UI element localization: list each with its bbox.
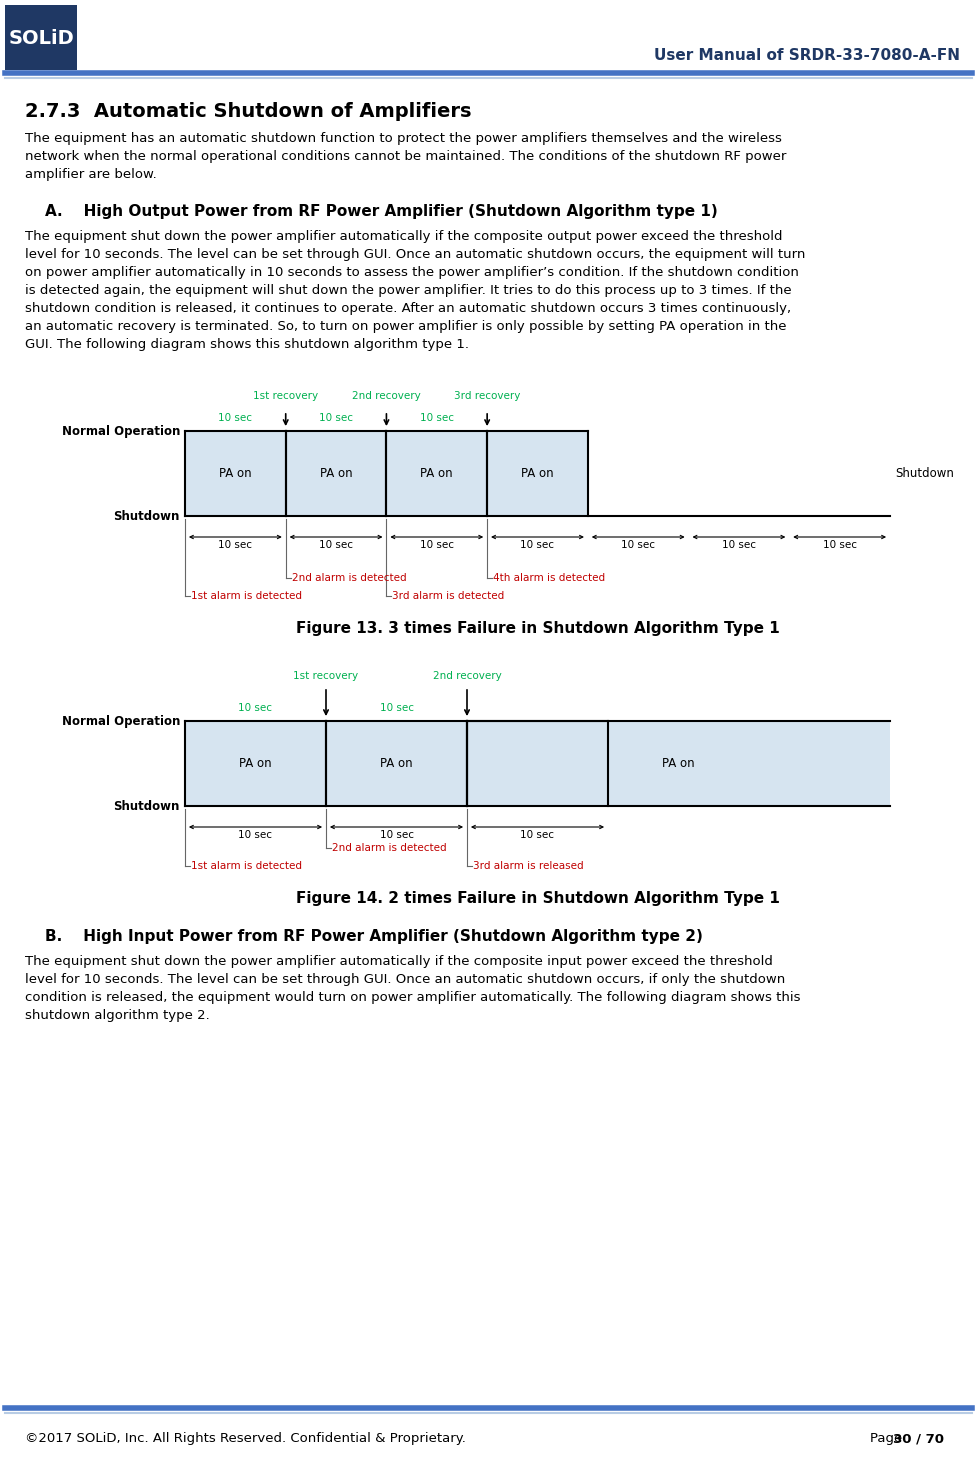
Text: level for 10 seconds. The level can be set through GUI. Once an automatic shutdo: level for 10 seconds. The level can be s… (25, 248, 805, 261)
Text: Shutdown: Shutdown (113, 799, 180, 812)
Bar (285, 432, 387, 516)
Text: 1st recovery: 1st recovery (293, 671, 359, 681)
Text: is detected again, the equipment will shut down the power amplifier. It tries to: is detected again, the equipment will sh… (25, 284, 791, 297)
Text: 10 sec: 10 sec (238, 703, 273, 713)
Text: 2nd alarm is detected: 2nd alarm is detected (292, 573, 406, 583)
Text: ©2017 SOLiD, Inc. All Rights Reserved. Confidential & Proprietary.: ©2017 SOLiD, Inc. All Rights Reserved. C… (25, 1432, 466, 1445)
Text: 10 sec: 10 sec (238, 830, 273, 840)
Text: 10 sec: 10 sec (379, 830, 413, 840)
Text: PA on: PA on (219, 467, 252, 480)
Text: 10 sec: 10 sec (420, 413, 453, 423)
Text: 3rd recovery: 3rd recovery (454, 391, 521, 401)
Text: 30 / 70: 30 / 70 (893, 1432, 944, 1445)
Bar (185, 722, 326, 806)
Text: 10 sec: 10 sec (218, 539, 252, 550)
Text: 2nd alarm is detected: 2nd alarm is detected (332, 843, 446, 853)
Bar (387, 432, 488, 516)
Text: The equipment has an automatic shutdown function to protect the power amplifiers: The equipment has an automatic shutdown … (25, 133, 782, 144)
Text: Shutdown: Shutdown (113, 509, 180, 522)
Text: 3rd alarm is detected: 3rd alarm is detected (393, 590, 505, 601)
Text: level for 10 seconds. The level can be set through GUI. Once an automatic shutdo: level for 10 seconds. The level can be s… (25, 972, 786, 986)
Bar (467, 722, 890, 806)
Bar (467, 722, 608, 806)
Text: GUI. The following diagram shows this shutdown algorithm type 1.: GUI. The following diagram shows this sh… (25, 338, 469, 351)
Text: 10 sec: 10 sec (722, 539, 756, 550)
Text: User Manual of SRDR-33-7080-A-FN: User Manual of SRDR-33-7080-A-FN (654, 48, 960, 63)
Text: 10 sec: 10 sec (379, 703, 413, 713)
Text: Shutdown: Shutdown (895, 467, 954, 480)
Text: shutdown algorithm type 2.: shutdown algorithm type 2. (25, 1009, 210, 1022)
Text: 2nd recovery: 2nd recovery (352, 391, 421, 401)
Text: 3rd alarm is released: 3rd alarm is released (473, 862, 583, 870)
Text: amplifier are below.: amplifier are below. (25, 168, 156, 181)
Text: an automatic recovery is terminated. So, to turn on power amplifier is only poss: an automatic recovery is terminated. So,… (25, 319, 786, 332)
Text: SOLiD: SOLiD (8, 29, 74, 48)
Text: B.    High Input Power from RF Power Amplifier (Shutdown Algorithm type 2): B. High Input Power from RF Power Amplif… (45, 929, 702, 943)
Text: PA on: PA on (319, 467, 353, 480)
Text: Normal Operation: Normal Operation (62, 714, 180, 728)
Text: Figure 14. 2 times Failure in Shutdown Algorithm Type 1: Figure 14. 2 times Failure in Shutdown A… (296, 891, 780, 905)
Text: 10 sec: 10 sec (823, 539, 857, 550)
Text: 2.7.3  Automatic Shutdown of Amplifiers: 2.7.3 Automatic Shutdown of Amplifiers (25, 102, 472, 121)
Text: Figure 13. 3 times Failure in Shutdown Algorithm Type 1: Figure 13. 3 times Failure in Shutdown A… (296, 621, 780, 636)
Text: PA on: PA on (380, 757, 413, 770)
Bar (488, 432, 588, 516)
Text: 10 sec: 10 sec (521, 539, 555, 550)
Text: PA on: PA on (662, 757, 695, 770)
Text: 10 sec: 10 sec (319, 413, 353, 423)
Text: PA on: PA on (420, 467, 453, 480)
Text: PA on: PA on (521, 467, 554, 480)
Text: network when the normal operational conditions cannot be maintained. The conditi: network when the normal operational cond… (25, 150, 786, 163)
Text: 1st recovery: 1st recovery (253, 391, 319, 401)
Text: PA on: PA on (239, 757, 272, 770)
Text: on power amplifier automatically in 10 seconds to assess the power amplifier’s c: on power amplifier automatically in 10 s… (25, 265, 799, 278)
Text: 10 sec: 10 sec (521, 830, 555, 840)
Text: Normal Operation: Normal Operation (62, 424, 180, 437)
Text: 10 sec: 10 sec (420, 539, 453, 550)
Text: condition is released, the equipment would turn on power amplifier automatically: condition is released, the equipment wou… (25, 991, 800, 1005)
Text: 4th alarm is detected: 4th alarm is detected (493, 573, 606, 583)
Text: 10 sec: 10 sec (218, 413, 252, 423)
Text: Page: Page (870, 1432, 907, 1445)
Text: The equipment shut down the power amplifier automatically if the composite outpu: The equipment shut down the power amplif… (25, 230, 783, 243)
Text: 1st alarm is detected: 1st alarm is detected (191, 590, 302, 601)
Text: 2nd recovery: 2nd recovery (433, 671, 501, 681)
Bar (185, 432, 285, 516)
Text: 10 sec: 10 sec (621, 539, 656, 550)
Bar (326, 722, 467, 806)
Bar (5, 4, 77, 70)
Text: A.    High Output Power from RF Power Amplifier (Shutdown Algorithm type 1): A. High Output Power from RF Power Ampli… (45, 204, 718, 219)
Text: 1st alarm is detected: 1st alarm is detected (191, 862, 302, 870)
Text: shutdown condition is released, it continues to operate. After an automatic shut: shutdown condition is released, it conti… (25, 302, 791, 315)
Text: The equipment shut down the power amplifier automatically if the composite input: The equipment shut down the power amplif… (25, 955, 773, 968)
Text: 10 sec: 10 sec (319, 539, 353, 550)
